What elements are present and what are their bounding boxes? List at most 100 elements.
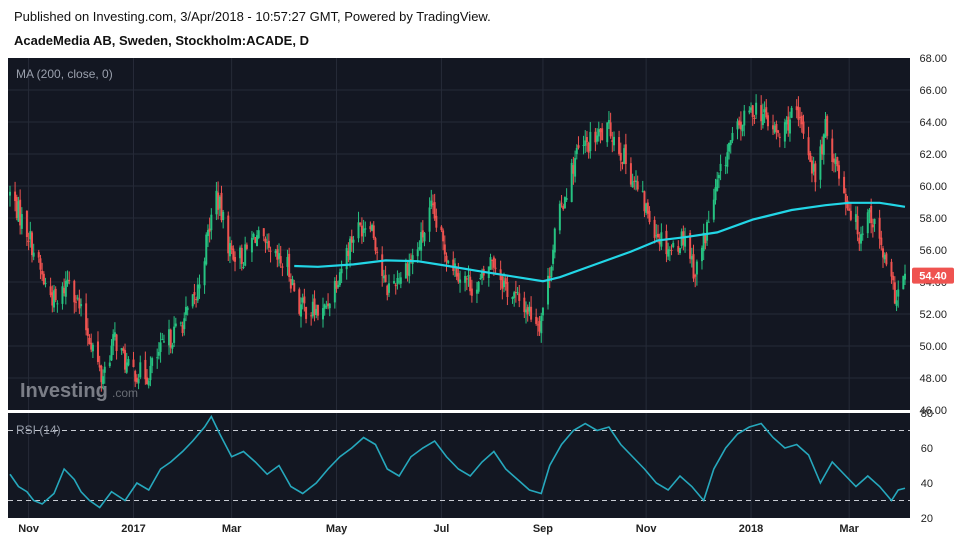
candle-body [724,165,727,167]
candle-body [198,284,201,289]
candle [193,283,196,305]
candle-body [186,307,189,311]
candle [122,346,125,354]
candle-body [800,115,803,125]
candle-body [753,117,756,119]
candle-body [453,263,456,269]
candle [634,170,637,191]
price-pane [8,58,910,410]
candle-body [39,258,42,270]
candle [98,355,101,372]
candle-body [364,228,367,230]
candle [25,210,28,246]
candle [20,207,23,235]
candle-body [333,280,336,303]
candle-body [459,279,462,283]
candle-body [382,275,385,279]
candle [313,290,316,322]
candle [191,294,194,309]
candle [810,156,813,183]
candle [17,196,20,222]
candle-body [179,322,182,324]
candle-body [196,284,199,301]
candle [399,272,402,289]
candle [335,274,338,293]
candle-body [110,345,113,361]
candle [694,273,697,288]
candle [371,223,374,232]
candle [252,232,255,240]
candle [802,114,805,139]
candle [702,223,705,261]
candle [100,364,103,392]
candle-body [553,228,556,253]
candle-body [195,299,198,301]
candle-body [139,362,142,378]
candle-body [787,116,790,131]
last-price-box [912,267,954,284]
candle-body [381,254,384,276]
candle [289,273,292,293]
candle [807,126,810,160]
candle [120,347,123,355]
candle-body [86,328,89,336]
candle [384,265,387,283]
candle [528,301,531,317]
candle-body [895,300,898,306]
candle [516,287,519,296]
candle-body [832,158,835,163]
candle-body [108,362,111,367]
candle [382,269,385,283]
candle-body [98,365,101,368]
candle-body [856,215,859,235]
candle [147,378,150,389]
candle-body [563,197,566,209]
candle-body [712,199,715,220]
last-price-value: 54.40 [919,271,947,283]
candle [607,111,610,130]
candle-body [113,332,116,337]
candle-body [477,281,480,292]
candle-body [371,224,374,231]
candle-body [589,131,592,152]
candle-body [565,198,568,200]
candle-body [882,248,885,258]
candle [217,181,220,220]
candle [832,153,835,173]
candle [357,211,360,243]
candle [760,95,763,131]
candle-body [516,292,519,294]
time-tick-label: Nov [636,523,658,535]
candle [278,243,281,267]
candle-body [785,120,788,125]
candle [523,291,526,319]
candle [293,279,296,292]
candle-body [276,249,279,260]
candle-body [492,257,495,268]
candle [184,296,187,322]
candle [831,129,834,172]
candle-body [203,261,206,286]
candle [244,236,247,267]
time-tick-label: Nov [18,523,40,535]
candle-body [731,132,734,141]
candle-body [315,308,318,315]
candle-body [843,176,846,194]
candle [222,209,225,229]
candle [553,227,556,259]
candle [513,290,516,307]
candle-body [245,244,248,249]
candle-body [205,234,208,265]
candle [210,208,213,240]
candle [570,158,573,203]
candle-body [32,252,35,257]
candle-body [151,358,154,366]
candle-body [819,146,822,180]
candle [337,280,340,289]
price-tick-label: 58.00 [919,213,947,225]
candle-body [64,281,67,297]
candle-body [606,122,609,143]
candle [250,230,253,262]
candle-body [181,325,184,333]
candle-body [310,315,313,317]
